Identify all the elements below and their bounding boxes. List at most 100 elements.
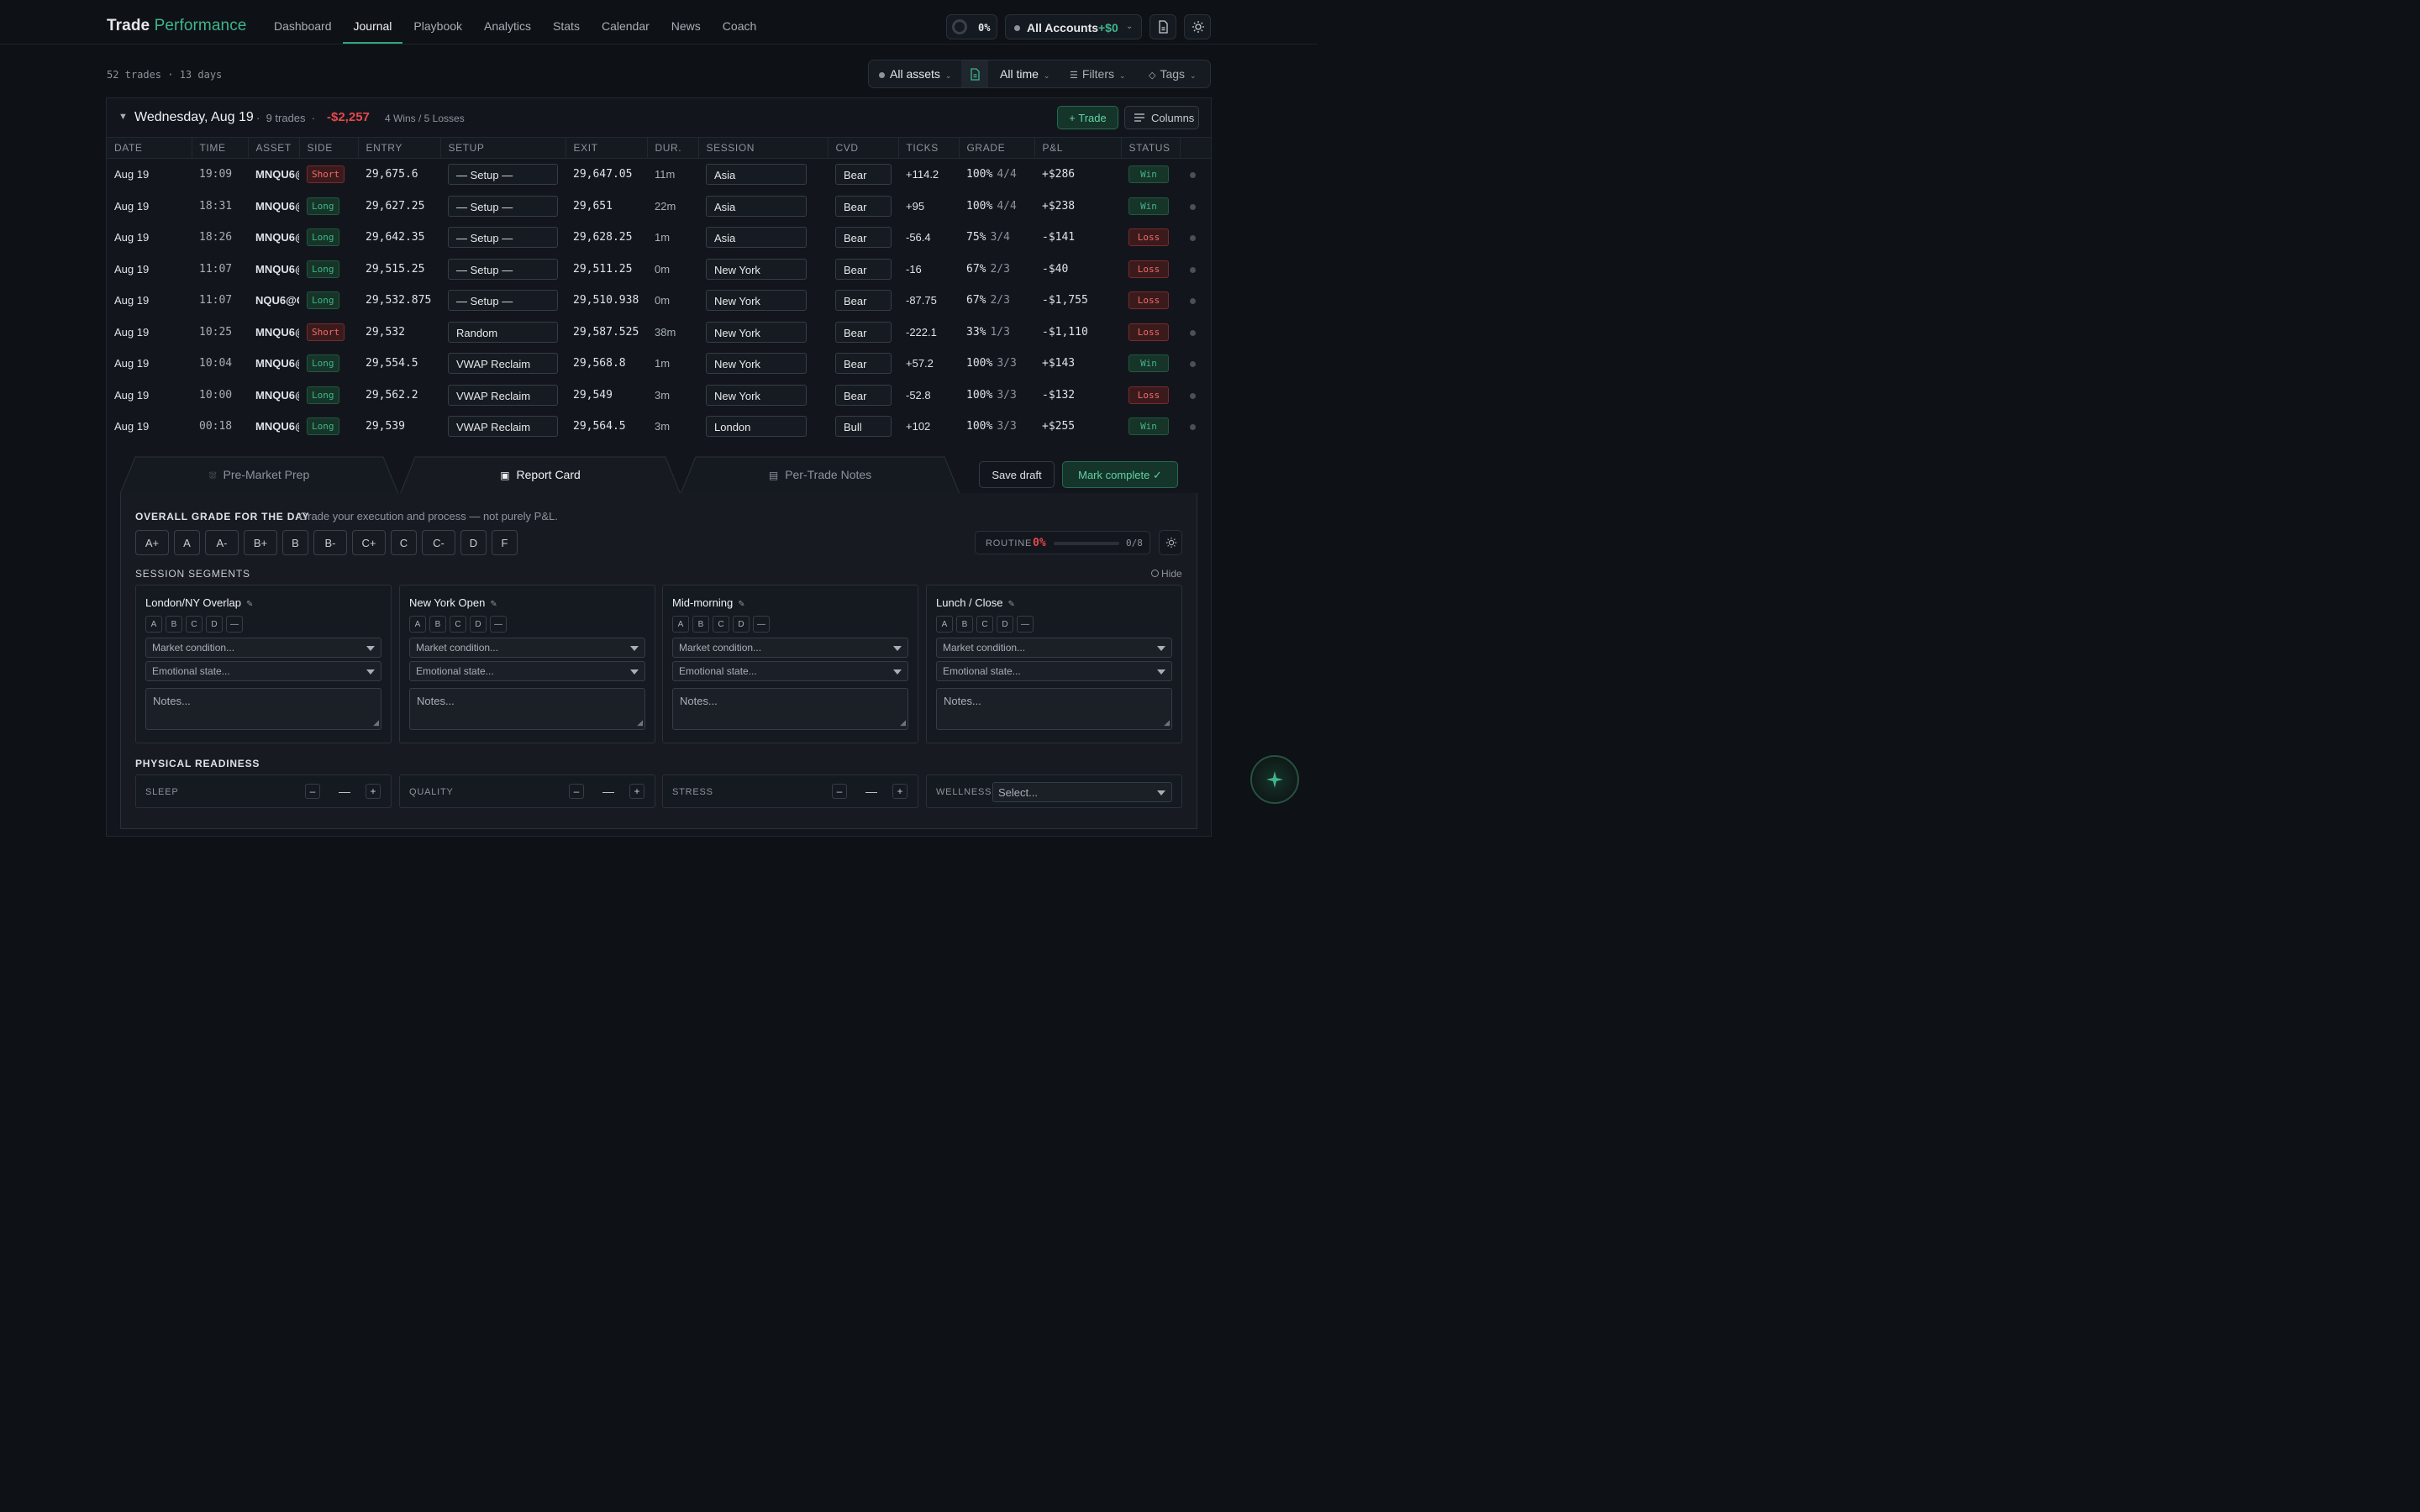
wellness-select[interactable]: Select... — [992, 782, 1172, 802]
market-condition-select[interactable]: Market condition... — [936, 638, 1172, 658]
col-date[interactable]: DATE — [107, 137, 192, 159]
segment-notes-field[interactable]: Notes... ◢ — [936, 688, 1172, 730]
table-row[interactable]: Aug 19 11:07 NQU6@CME Long 29,532.875 — Setup… — [107, 285, 1211, 317]
grade-button-a[interactable]: A — [174, 530, 200, 555]
segment-notes-field[interactable]: Notes... ◢ — [145, 688, 381, 730]
segment-grade-button[interactable]: B — [956, 616, 973, 633]
resize-handle-icon[interactable]: ◢ — [637, 718, 643, 727]
segment-grade-button[interactable]: D — [733, 616, 750, 633]
cvd-select[interactable]: Bull — [835, 416, 892, 438]
filters-dropdown[interactable]: ☰ Filters ⌄ — [1070, 60, 1126, 87]
setup-select[interactable]: VWAP Reclaim — [448, 416, 558, 438]
routine-settings-button[interactable] — [1159, 530, 1182, 555]
col-side[interactable]: SIDE — [299, 137, 359, 159]
segment-grade-button[interactable]: — — [490, 616, 507, 633]
collapse-toggle-icon[interactable]: ▼ — [118, 112, 128, 122]
segment-grade-button[interactable]: A — [409, 616, 426, 633]
grade-button-f[interactable]: F — [492, 530, 518, 555]
tab-per-trade-notes[interactable]: ▤ Per-Trade Notes — [681, 456, 960, 494]
setup-select[interactable]: — Setup — — [448, 227, 558, 249]
segment-grade-button[interactable]: D — [470, 616, 487, 633]
col-session[interactable]: SESSION — [698, 137, 829, 159]
setup-select[interactable]: VWAP Reclaim — [448, 353, 558, 375]
row-menu-icon[interactable] — [1190, 298, 1196, 305]
col-cvd[interactable]: CVD — [828, 137, 899, 159]
grade-button-d[interactable]: D — [460, 530, 487, 555]
table-row[interactable]: Aug 19 11:07 MNQU6@CME Long 29,515.25 — Setup… — [107, 254, 1211, 286]
segment-grade-button[interactable]: C — [186, 616, 203, 633]
session-select[interactable]: New York — [706, 384, 807, 406]
grade-button-aplus[interactable]: A+ — [135, 530, 169, 555]
quality-decrement-button[interactable]: – — [569, 784, 584, 799]
segment-grade-button[interactable]: A — [936, 616, 953, 633]
session-select[interactable]: New York — [706, 353, 807, 375]
trade-asset[interactable]: MNQU6@CME — [255, 325, 299, 339]
emotional-state-select[interactable]: Emotional state... — [672, 661, 908, 681]
pencil-icon[interactable]: ✎ — [738, 600, 745, 609]
cvd-select[interactable]: Bear — [835, 195, 892, 217]
col-setup[interactable]: SETUP — [440, 137, 566, 159]
resize-handle-icon[interactable]: ◢ — [1164, 718, 1170, 727]
nav-coach[interactable]: Coach — [722, 19, 757, 33]
time-filter[interactable]: All time ⌄ — [1000, 60, 1050, 87]
add-trade-button[interactable]: + Trade — [1057, 106, 1118, 129]
segment-grade-button[interactable]: C — [450, 616, 466, 633]
tab-pre-market-prep[interactable]: ⛆ Pre-Market Prep — [120, 456, 398, 494]
emotional-state-select[interactable]: Emotional state... — [145, 661, 381, 681]
table-row[interactable]: Aug 19 18:31 MNQU6@CME Long 29,627.25 — Setup… — [107, 191, 1211, 223]
col-entry[interactable]: ENTRY — [358, 137, 441, 159]
table-row[interactable]: Aug 19 19:09 MNQU6@CME Short 29,675.6 — Setup… — [107, 159, 1211, 191]
tab-report-card[interactable]: ▣ Report Card — [400, 456, 681, 495]
row-menu-icon[interactable] — [1190, 424, 1196, 431]
stress-increment-button[interactable]: + — [892, 784, 908, 799]
grade-button-bplus[interactable]: B+ — [244, 530, 277, 555]
trade-asset[interactable]: MNQU6@CME — [255, 168, 299, 181]
emotional-state-select[interactable]: Emotional state... — [409, 661, 645, 681]
segment-grade-button[interactable]: A — [672, 616, 689, 633]
quality-increment-button[interactable]: + — [629, 784, 644, 799]
cvd-select[interactable]: Bear — [835, 321, 892, 343]
table-row[interactable]: Aug 19 18:26 MNQU6@CME Long 29,642.35 — Setup… — [107, 222, 1211, 254]
daily-progress-indicator[interactable]: 0% — [946, 14, 997, 39]
market-condition-select[interactable]: Market condition... — [672, 638, 908, 658]
setup-select[interactable]: VWAP Reclaim — [448, 384, 558, 406]
row-menu-icon[interactable] — [1190, 361, 1196, 368]
tags-dropdown[interactable]: ◇ Tags ⌄ — [1149, 60, 1197, 87]
pencil-icon[interactable]: ✎ — [490, 600, 497, 609]
session-select[interactable]: New York — [706, 290, 807, 312]
nav-analytics[interactable]: Analytics — [484, 19, 532, 33]
col-asset[interactable]: ASSET — [248, 137, 300, 159]
nav-playbook[interactable]: Playbook — [413, 19, 463, 33]
assets-filter[interactable]: All assets ⌄ — [879, 60, 951, 87]
journal-view-button[interactable] — [961, 60, 988, 87]
sleep-decrement-button[interactable]: – — [305, 784, 320, 799]
account-selector[interactable]: All Accounts +$0 ⌄ — [1005, 14, 1142, 39]
cvd-select[interactable]: Bear — [835, 227, 892, 249]
segment-grade-button[interactable]: C — [976, 616, 993, 633]
grade-button-cminus[interactable]: C- — [422, 530, 455, 555]
session-select[interactable]: Asia — [706, 227, 807, 249]
save-draft-button[interactable]: Save draft — [979, 461, 1055, 488]
stress-decrement-button[interactable]: – — [832, 784, 847, 799]
table-row[interactable]: Aug 19 10:25 MNQU6@CME Short 29,532 Random 29,… — [107, 317, 1211, 349]
session-select[interactable]: Asia — [706, 164, 807, 186]
setup-select[interactable]: — Setup — — [448, 258, 558, 280]
segment-grade-button[interactable]: B — [692, 616, 709, 633]
trade-asset[interactable]: MNQU6@CME — [255, 357, 299, 370]
grade-button-c[interactable]: C — [391, 530, 417, 555]
emotional-state-select[interactable]: Emotional state... — [936, 661, 1172, 681]
setup-select[interactable]: — Setup — — [448, 164, 558, 186]
col-grade[interactable]: GRADE — [959, 137, 1035, 159]
segment-grade-button[interactable]: — — [226, 616, 243, 633]
app-logo[interactable]: Trade Performance — [107, 17, 246, 35]
segment-notes-field[interactable]: Notes... ◢ — [672, 688, 908, 730]
trade-asset[interactable]: MNQU6@CME — [255, 262, 299, 276]
col-pnl[interactable]: P&L — [1034, 137, 1122, 159]
nav-journal[interactable]: Journal — [342, 0, 403, 44]
export-button[interactable] — [1150, 14, 1176, 39]
theme-toggle-button[interactable] — [1184, 14, 1211, 39]
row-menu-icon[interactable] — [1190, 172, 1196, 179]
grade-button-bminus[interactable]: B- — [313, 530, 347, 555]
sleep-increment-button[interactable]: + — [366, 784, 381, 799]
segment-grade-button[interactable]: — — [753, 616, 770, 633]
